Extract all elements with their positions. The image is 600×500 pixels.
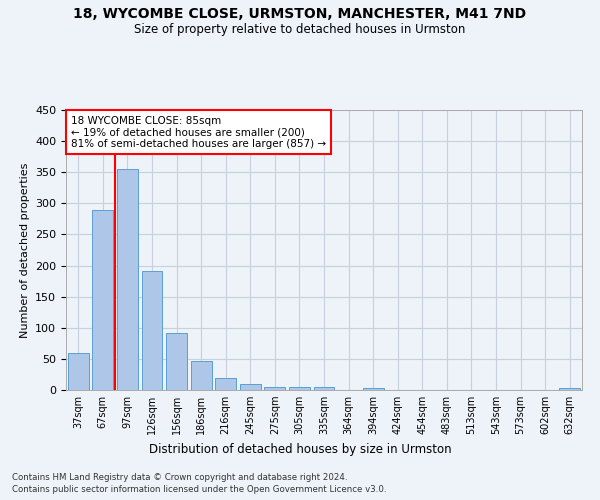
Text: Contains HM Land Registry data © Crown copyright and database right 2024.: Contains HM Land Registry data © Crown c… [12, 472, 347, 482]
Y-axis label: Number of detached properties: Number of detached properties [20, 162, 29, 338]
Bar [362, 388, 383, 390]
Bar [215, 378, 236, 390]
Bar [92, 210, 113, 390]
Bar [117, 169, 138, 390]
Text: 18, WYCOMBE CLOSE, URMSTON, MANCHESTER, M41 7ND: 18, WYCOMBE CLOSE, URMSTON, MANCHESTER, … [73, 8, 527, 22]
Bar [68, 352, 89, 390]
Bar [314, 387, 334, 390]
Text: Size of property relative to detached houses in Urmston: Size of property relative to detached ho… [134, 22, 466, 36]
Text: Contains public sector information licensed under the Open Government Licence v3: Contains public sector information licen… [12, 485, 386, 494]
Bar [289, 387, 310, 390]
Bar [166, 333, 187, 390]
Text: Distribution of detached houses by size in Urmston: Distribution of detached houses by size … [149, 442, 451, 456]
Bar [559, 388, 580, 390]
Bar [240, 384, 261, 390]
Bar [191, 362, 212, 390]
Text: 18 WYCOMBE CLOSE: 85sqm
← 19% of detached houses are smaller (200)
81% of semi-d: 18 WYCOMBE CLOSE: 85sqm ← 19% of detache… [71, 116, 326, 149]
Bar [142, 270, 163, 390]
Bar [265, 387, 286, 390]
